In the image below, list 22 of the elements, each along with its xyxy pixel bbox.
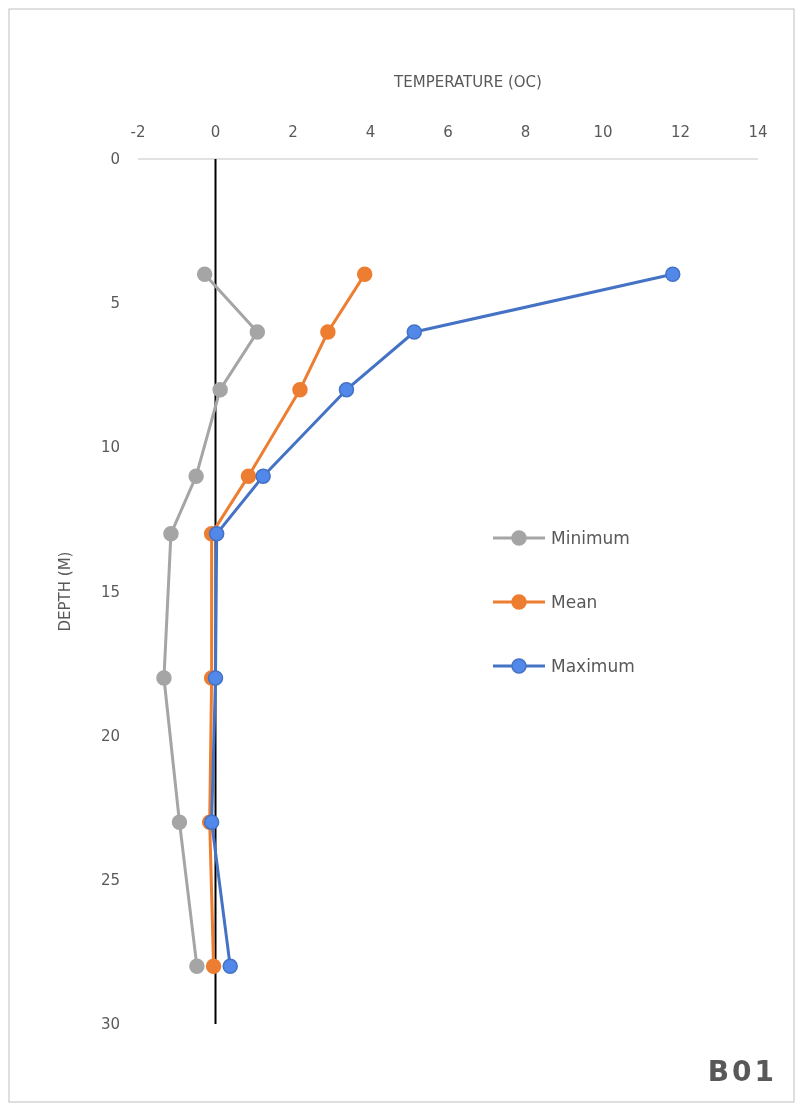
x-tick-label: 10 — [593, 123, 613, 141]
x-tick-label: 6 — [443, 123, 453, 141]
x-tick-label: 14 — [748, 123, 768, 141]
x-tick-label: 8 — [520, 123, 531, 141]
y-tick-label: 10 — [100, 438, 120, 457]
y-tick-label: 5 — [110, 294, 120, 313]
y-tick-label: 30 — [100, 1015, 120, 1033]
x-tick-label: -2 — [130, 123, 146, 141]
x-axis-title: TEMPERATURE (OC) — [393, 73, 542, 91]
y-tick-label: 15 — [100, 582, 120, 601]
x-tick-label: 2 — [288, 123, 298, 141]
y-tick-label: 0 — [110, 150, 120, 168]
y-tick-label: 20 — [100, 726, 120, 745]
text: B01 — [707, 1055, 777, 1088]
legend-label: Mean — [551, 592, 598, 612]
y-axis-title: DEPTH (M) — [56, 551, 74, 632]
x-tick-label: 0 — [210, 123, 221, 141]
legend-label: Minimum — [551, 528, 630, 548]
y-tick-label: 25 — [100, 870, 120, 889]
legend-label: Maximum — [551, 656, 635, 676]
x-tick-label: 12 — [670, 123, 691, 141]
x-tick-label: 4 — [365, 123, 376, 141]
